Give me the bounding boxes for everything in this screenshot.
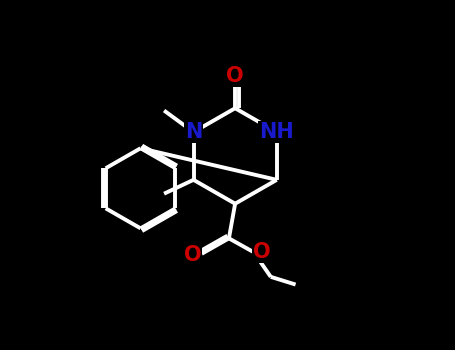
Text: O: O — [226, 66, 244, 86]
Text: NH: NH — [259, 122, 294, 142]
Text: N: N — [185, 122, 202, 142]
Text: O: O — [253, 242, 271, 262]
Text: O: O — [184, 245, 201, 265]
